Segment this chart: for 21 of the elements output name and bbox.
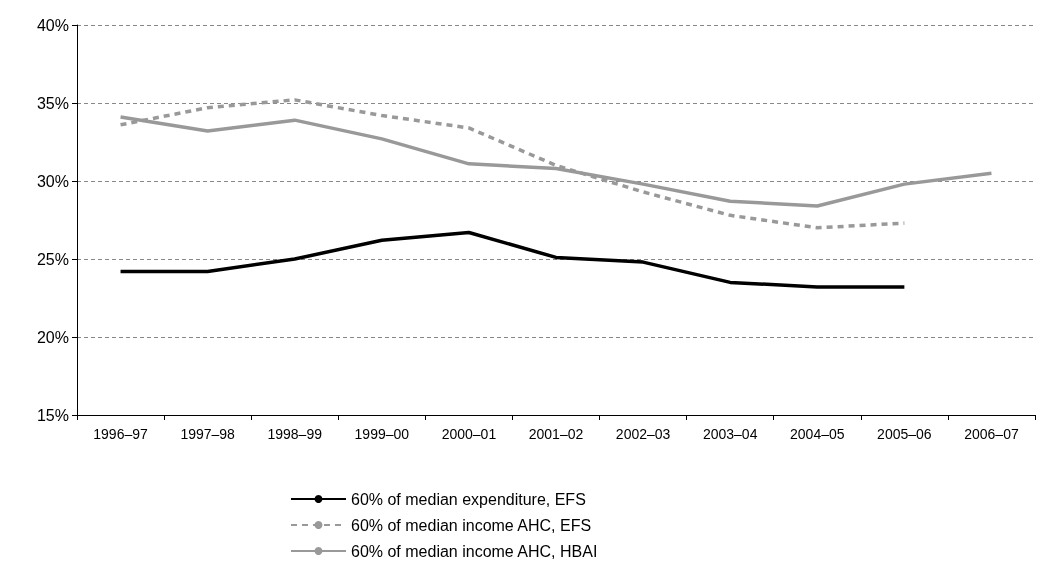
y-tick-label: 15% <box>36 406 69 424</box>
legend-label: 60% of median income AHC, EFS <box>351 516 592 534</box>
line-series <box>118 230 907 289</box>
x-tick-label: 2006–07 <box>964 426 1019 442</box>
y-tick-label: 40% <box>36 16 69 34</box>
x-tick-label: 2004–05 <box>790 426 845 442</box>
y-tick-label: 35% <box>36 94 69 112</box>
x-tick-label: 2000–01 <box>441 426 497 442</box>
x-tick-label: 1999–00 <box>354 426 410 442</box>
x-tick-label: 2003–04 <box>702 426 758 442</box>
x-tick-label: 2005–06 <box>877 426 932 442</box>
x-tick-label: 2002–03 <box>615 426 671 442</box>
x-tick-label: 1998–99 <box>267 426 323 442</box>
y-tick-label: 25% <box>36 250 69 268</box>
x-tick-label: 1996–97 <box>93 426 148 442</box>
y-tick-label: 30% <box>36 172 69 190</box>
legend-label: 60% of median income AHC, HBAI <box>351 542 598 560</box>
x-tick-label: 2001–02 <box>528 426 584 442</box>
legend-label: 60% of median expenditure, EFS <box>351 490 586 508</box>
y-tick-label: 20% <box>36 328 69 346</box>
x-tick-label: 1997–98 <box>180 426 236 442</box>
